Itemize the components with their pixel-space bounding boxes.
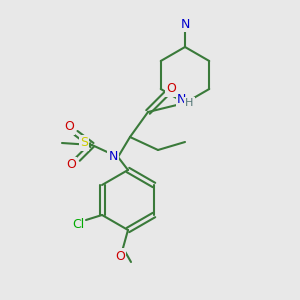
Text: O: O bbox=[115, 250, 125, 262]
Text: O: O bbox=[64, 121, 74, 134]
Text: Cl: Cl bbox=[72, 218, 84, 230]
Text: H: H bbox=[185, 98, 194, 109]
Text: O: O bbox=[166, 82, 176, 95]
Text: N: N bbox=[177, 93, 186, 106]
Text: S: S bbox=[80, 136, 88, 149]
Text: N: N bbox=[180, 17, 190, 31]
Text: N: N bbox=[108, 151, 118, 164]
Text: O: O bbox=[66, 158, 76, 172]
